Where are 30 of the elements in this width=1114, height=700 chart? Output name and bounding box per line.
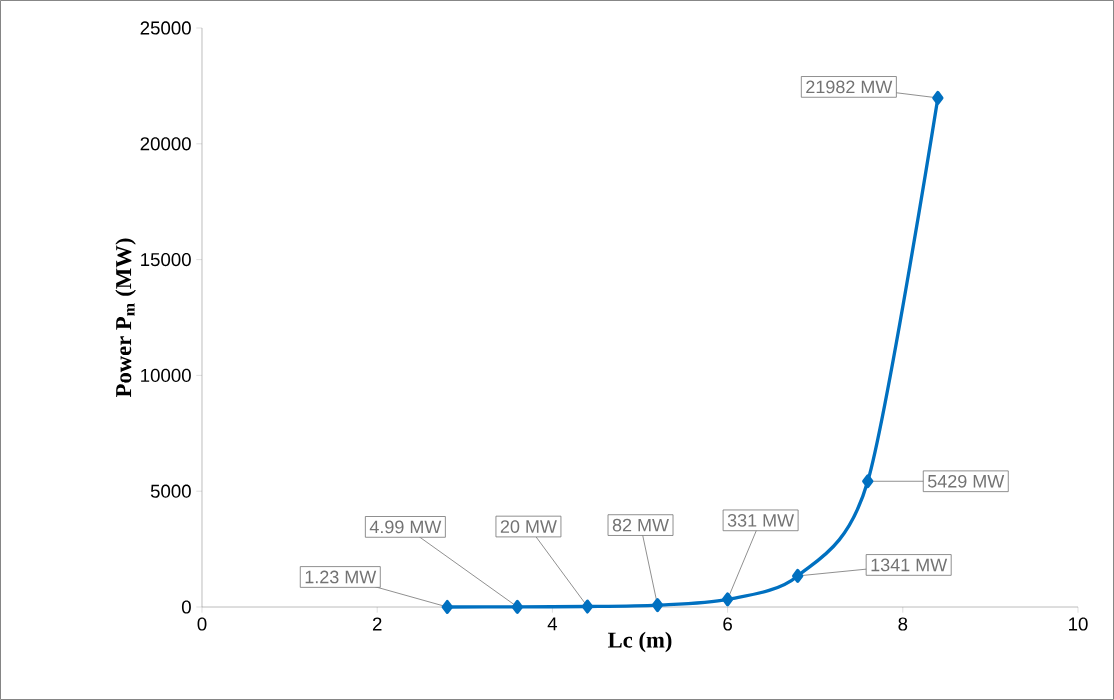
x-tick-label: 4 xyxy=(547,617,558,631)
data-label: 1341 MW xyxy=(871,558,948,572)
y-tick-label: 5000 xyxy=(150,484,191,498)
point xyxy=(651,598,664,613)
data-label: 21982 MW xyxy=(806,80,893,94)
x-tick-label: 6 xyxy=(723,617,732,631)
y-tick-label: 0 xyxy=(181,600,191,614)
x-tick-label: 10 xyxy=(1069,617,1088,631)
x-tick-label: 2 xyxy=(372,617,382,631)
point xyxy=(862,474,874,489)
y-tick-label: 10000 xyxy=(141,368,191,383)
x-axis-title: Lc (m) xyxy=(607,631,672,653)
x-tick-label: 0 xyxy=(197,617,207,631)
point xyxy=(932,90,944,105)
point xyxy=(511,599,524,614)
point xyxy=(792,568,804,583)
data-label: 5429 MW xyxy=(927,474,1005,488)
y-tick-label: 25000 xyxy=(140,21,191,35)
data-label: 82 MW xyxy=(612,518,669,532)
x-tick-label: 8 xyxy=(898,617,908,631)
data-label: 1.23 MW xyxy=(305,570,377,584)
point xyxy=(581,599,594,614)
y-axis-title: Power P$_{m}$ (MW) xyxy=(115,238,136,398)
data-label: 20 MW xyxy=(500,520,557,533)
point xyxy=(441,599,453,614)
y-tick-label: 15000 xyxy=(141,252,191,267)
point xyxy=(721,592,734,607)
y-tick-label: 20000 xyxy=(140,137,191,151)
data-label: 4.99 MW xyxy=(369,520,442,534)
data-label: 331 MW xyxy=(727,513,795,527)
